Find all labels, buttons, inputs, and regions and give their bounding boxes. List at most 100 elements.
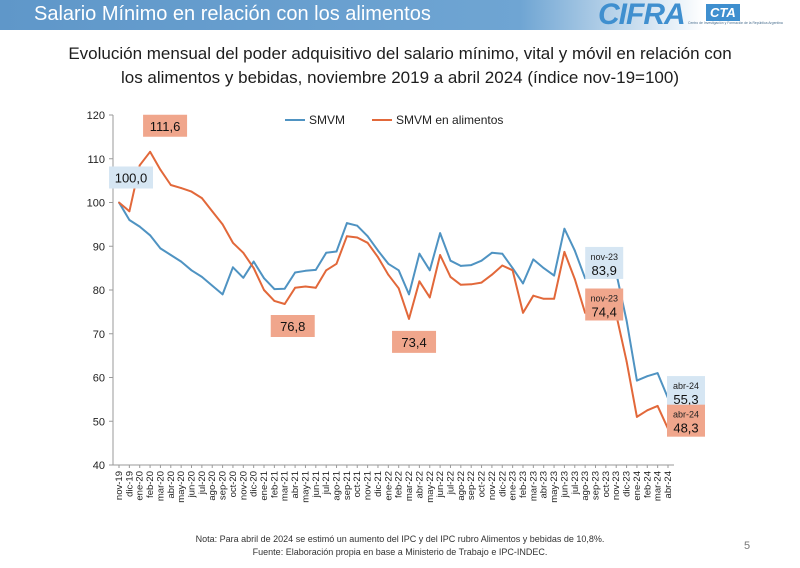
x-tick-label: may-20 xyxy=(176,471,187,503)
data-point-smvm xyxy=(128,219,131,221)
y-tick-label: 80 xyxy=(93,285,105,297)
data-point-smvm xyxy=(263,277,265,280)
x-tick-label: may-23 xyxy=(549,471,560,503)
data-point-smvm xyxy=(511,267,514,270)
data-point-smvm xyxy=(542,267,545,270)
x-tick-label: jun-21 xyxy=(311,471,322,498)
x-tick-label: ago-21 xyxy=(332,471,343,501)
data-point-smvm xyxy=(242,276,245,279)
y-tick-label: 60 xyxy=(93,373,105,385)
data-point-alimentos xyxy=(573,278,576,280)
data-point-alimentos xyxy=(397,287,400,290)
annotation-box xyxy=(667,404,705,437)
data-point-alimentos xyxy=(325,269,328,272)
data-point-alimentos xyxy=(656,405,659,407)
data-point-alimentos xyxy=(190,190,193,193)
data-point-alimentos xyxy=(470,283,473,286)
x-tick-label: sep-23 xyxy=(590,471,601,500)
annotation-date: nov-23 xyxy=(590,294,618,304)
data-point-smvm xyxy=(335,250,338,253)
series-line-alimentos xyxy=(118,150,669,430)
annotation-box xyxy=(667,376,705,409)
series-line-smvm xyxy=(118,201,669,399)
x-tick-label: jun-22 xyxy=(435,471,446,498)
x-tick-label: feb-22 xyxy=(394,471,405,498)
data-point-alimentos xyxy=(646,409,649,412)
x-tick-label: feb-23 xyxy=(518,471,529,498)
data-point-alimentos xyxy=(542,297,545,300)
x-tick-label: feb-24 xyxy=(642,471,653,498)
data-point-alimentos xyxy=(232,241,234,244)
data-point-smvm xyxy=(625,319,628,322)
x-tick-label: jul-23 xyxy=(570,471,581,495)
data-point-smvm xyxy=(294,271,296,274)
data-point-alimentos xyxy=(418,280,421,283)
legend-label-smvm: SMVM xyxy=(309,113,345,127)
y-tick-label: 90 xyxy=(93,241,105,253)
x-tick-label: oct-23 xyxy=(601,471,612,497)
x-tick-label: dic-20 xyxy=(249,471,260,497)
data-point-smvm xyxy=(366,235,369,238)
data-point-alimentos xyxy=(459,283,462,286)
data-point-alimentos xyxy=(304,285,307,288)
data-point-alimentos xyxy=(128,210,131,213)
data-point-alimentos xyxy=(263,289,265,291)
x-tick-label: ago-20 xyxy=(207,471,218,501)
data-point-alimentos xyxy=(480,281,483,284)
data-point-smvm xyxy=(397,269,400,272)
x-tick-label: ago-23 xyxy=(580,471,591,501)
annotation-value: 73,4 xyxy=(401,335,426,350)
x-tick-label: abr-20 xyxy=(166,471,177,498)
data-point-smvm xyxy=(532,258,535,261)
y-tick-label: 40 xyxy=(93,460,105,472)
data-point-alimentos xyxy=(408,317,410,320)
annotation-box xyxy=(270,315,315,337)
data-point-smvm xyxy=(408,293,410,296)
annotation-value: 111,6 xyxy=(150,119,181,134)
data-point-smvm xyxy=(553,274,555,277)
x-tick-label: abr-22 xyxy=(414,471,425,498)
data-point-alimentos xyxy=(387,273,390,276)
x-tick-label: jul-21 xyxy=(321,471,332,495)
data-point-alimentos xyxy=(335,262,338,265)
footnote-source: Fuente: Elaboración propia en base a Min… xyxy=(252,547,548,557)
x-tick-label: ene-20 xyxy=(135,471,146,501)
data-point-smvm xyxy=(169,254,172,256)
data-point-alimentos xyxy=(511,269,514,272)
data-point-alimentos xyxy=(242,251,245,254)
x-tick-label: nov-19 xyxy=(114,471,125,500)
data-point-alimentos xyxy=(532,294,535,297)
data-point-alimentos xyxy=(501,264,504,267)
x-tick-label: oct-22 xyxy=(477,471,488,497)
data-point-alimentos xyxy=(636,415,638,418)
x-tick-label: may-22 xyxy=(425,471,436,503)
annotation-value: 55,3 xyxy=(673,392,698,407)
data-point-alimentos xyxy=(625,360,628,363)
data-point-smvm xyxy=(200,275,203,278)
x-tick-label: jun-23 xyxy=(559,471,570,498)
x-tick-label: ene-24 xyxy=(632,471,643,501)
data-point-smvm xyxy=(656,372,659,375)
x-tick-label: ene-23 xyxy=(508,471,519,501)
x-tick-label: mar-20 xyxy=(155,471,166,501)
data-point-smvm xyxy=(138,225,141,228)
data-point-smvm xyxy=(211,284,214,287)
annotation-box xyxy=(585,246,624,279)
data-point-smvm xyxy=(325,251,328,254)
data-point-alimentos xyxy=(366,241,369,244)
data-point-smvm xyxy=(387,262,390,265)
x-tick-label: oct-20 xyxy=(228,471,239,497)
x-tick-label: sep-20 xyxy=(218,471,229,500)
data-point-smvm xyxy=(646,375,649,378)
footnote: Nota: Para abril de 2024 se estimó un au… xyxy=(0,533,800,559)
data-point-alimentos xyxy=(522,311,524,314)
data-point-smvm xyxy=(377,249,379,252)
x-tick-label: jul-20 xyxy=(197,471,208,495)
x-tick-label: nov-21 xyxy=(363,471,374,500)
chart-subtitle: Evolución mensual del poder adquisitivo … xyxy=(20,42,780,90)
data-point-smvm xyxy=(573,249,576,252)
data-point-smvm xyxy=(470,264,473,266)
subtitle-line-2: los alimentos y bebidas, noviembre 2019 … xyxy=(120,68,680,87)
x-tick-label: ago-22 xyxy=(456,471,467,501)
